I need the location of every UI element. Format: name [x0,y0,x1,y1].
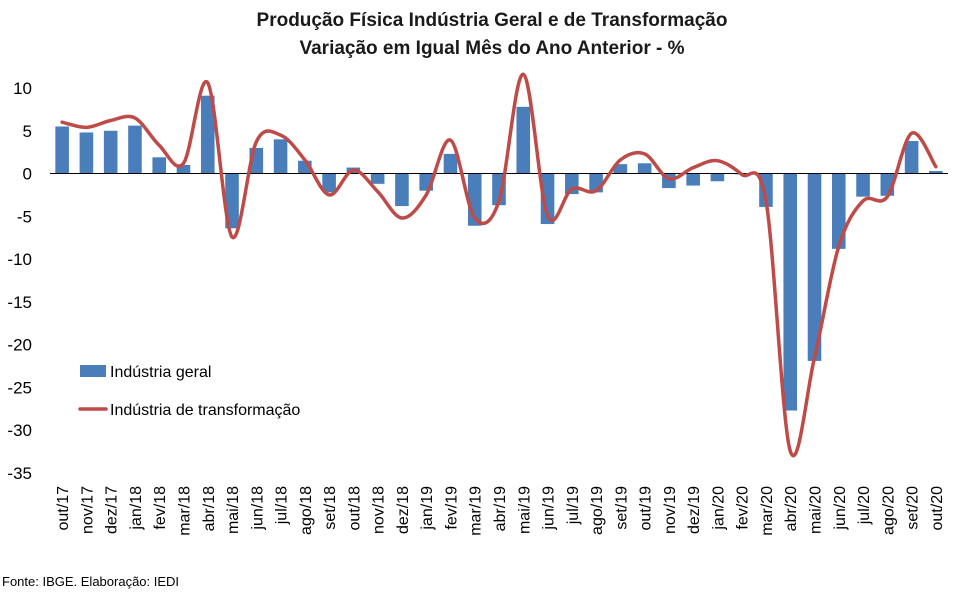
x-tick-label: jun/18 [249,486,266,531]
line-series-industria-transformacao [60,72,938,458]
x-tick-label: out/19 [638,486,655,531]
y-tick-label: -5 [17,207,32,226]
y-tick-label: -30 [7,421,32,440]
x-tick-label: dez/19 [686,486,703,534]
x-tick-label: set/19 [613,486,630,530]
x-tick-label: jul/19 [565,486,582,525]
x-tick-label: mar/18 [176,486,193,536]
x-tick-label: out/20 [929,486,946,531]
bar [904,141,919,174]
bar [79,132,94,174]
x-tick-label: ago/18 [298,486,315,535]
series-line [60,72,938,458]
legend-label: Indústria de transformação [110,402,300,419]
bar [710,173,725,182]
legend: Indústria geral Indústria de transformaçã… [78,364,300,419]
bar [807,173,822,361]
x-tick-label: nov/18 [371,486,388,534]
bar [55,126,69,174]
x-axis: out/17 nov/17 dez/17 jan/18 fev/18 mar/18 abr/… [55,486,946,536]
y-tick-label: -25 [7,378,32,397]
bar [152,157,167,174]
x-tick-label: mai/20 [808,486,825,534]
x-tick-label: ago/20 [880,486,897,535]
bar [783,173,798,411]
bar [395,173,409,207]
x-tick-label: dez/18 [395,486,412,534]
legend-label: Indústria geral [110,364,211,381]
x-tick-label: jul/20 [856,486,873,525]
bar [831,173,846,249]
x-tick-label: abr/20 [783,486,800,531]
x-tick-label: jan/19 [419,486,436,531]
x-tick-label: dez/17 [104,486,121,534]
x-tick-label: mai/19 [516,486,533,534]
source-note: Fonte: IBGE. Elaboração: IEDI [2,574,180,589]
x-tick-label: set/18 [322,486,339,530]
y-tick-label: 10 [13,79,32,98]
y-tick-label: -15 [7,293,32,312]
y-tick-label: 5 [23,122,32,141]
y-tick-label: -10 [7,250,32,269]
bar [516,106,531,174]
bar [686,173,700,186]
bar [856,173,870,197]
x-tick-label: mar/20 [759,486,776,536]
x-tick-label: jan/20 [710,486,727,531]
x-tick-label: jul/18 [274,486,291,525]
x-tick-label: abr/18 [201,486,218,531]
bar [637,163,652,174]
bar [176,165,191,174]
x-tick-label: ago/19 [589,486,606,535]
bar [929,170,943,174]
chart-title: Produção Física Indústria Geral e de Tra… [257,10,728,31]
bar [322,173,336,193]
x-tick-label: fev/18 [152,486,169,530]
x-tick-label: nov/19 [662,486,679,534]
x-tick-label: out/17 [55,486,72,531]
x-tick-label: fev/19 [443,486,460,530]
legend-swatch-bar [80,365,106,377]
bar [128,125,142,174]
x-tick-label: jun/20 [832,486,849,531]
x-tick-label: abr/19 [492,486,509,531]
bar [200,95,215,174]
x-tick-label: mai/18 [225,486,242,534]
bar [443,153,458,174]
bar [613,164,628,174]
y-tick-label: 0 [23,165,32,184]
bar [225,173,239,229]
x-tick-label: fev/20 [735,486,752,530]
x-tick-label: jun/19 [541,486,558,531]
x-tick-label: mar/19 [468,486,485,536]
bar [103,130,118,174]
x-tick-label: set/20 [905,486,922,530]
bar [370,173,385,184]
x-tick-label: nov/17 [79,486,96,534]
y-tick-label: -20 [7,336,32,355]
bar [540,173,555,225]
x-tick-label: out/18 [346,486,363,531]
bar [273,139,288,174]
chart-subtitle: Variação em Igual Mês do Ano Anterior - … [299,38,684,59]
x-tick-label: jan/18 [128,486,145,531]
y-tick-label: -35 [7,464,32,483]
y-axis: 10 5 0 -5 -10 -15 -20 -25 -30 -35 [7,79,32,483]
